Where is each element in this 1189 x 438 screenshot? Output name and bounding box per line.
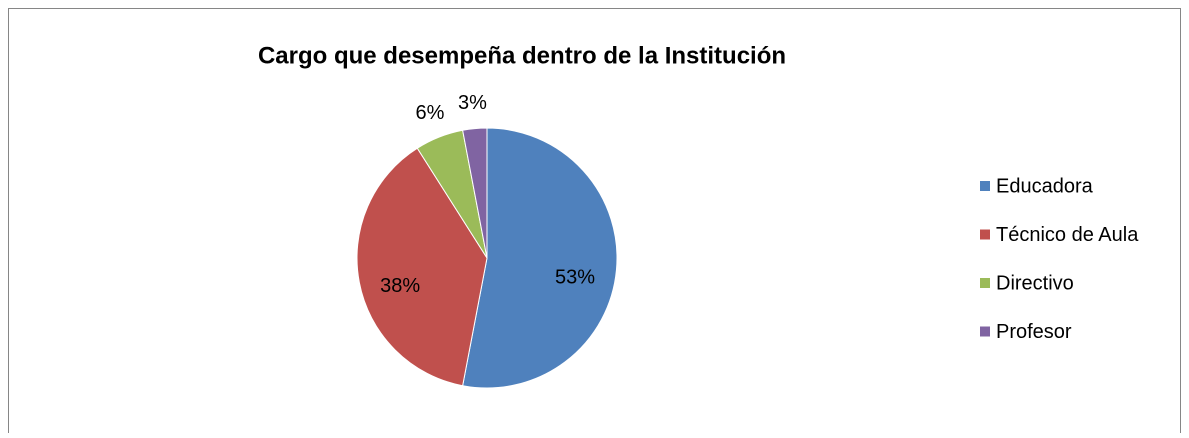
pie-slice: [462, 127, 488, 259]
legend-swatch: [980, 181, 990, 191]
legend-label: Profesor: [996, 321, 1072, 343]
legend-label: Técnico de Aula: [996, 224, 1139, 246]
legend-label: Educadora: [996, 175, 1094, 197]
data-label: 38%: [380, 275, 420, 297]
chart-title: Cargo que desempeña dentro de la Institu…: [258, 42, 786, 69]
data-label: 53%: [555, 267, 595, 289]
legend-swatch: [980, 326, 990, 337]
data-label: 6%: [415, 102, 444, 124]
legend-swatch: [980, 229, 990, 240]
pie-slice: [462, 127, 618, 389]
legend-label: Directivo: [996, 272, 1074, 294]
data-label: 3%: [458, 92, 487, 114]
legend-swatch: [980, 278, 990, 288]
